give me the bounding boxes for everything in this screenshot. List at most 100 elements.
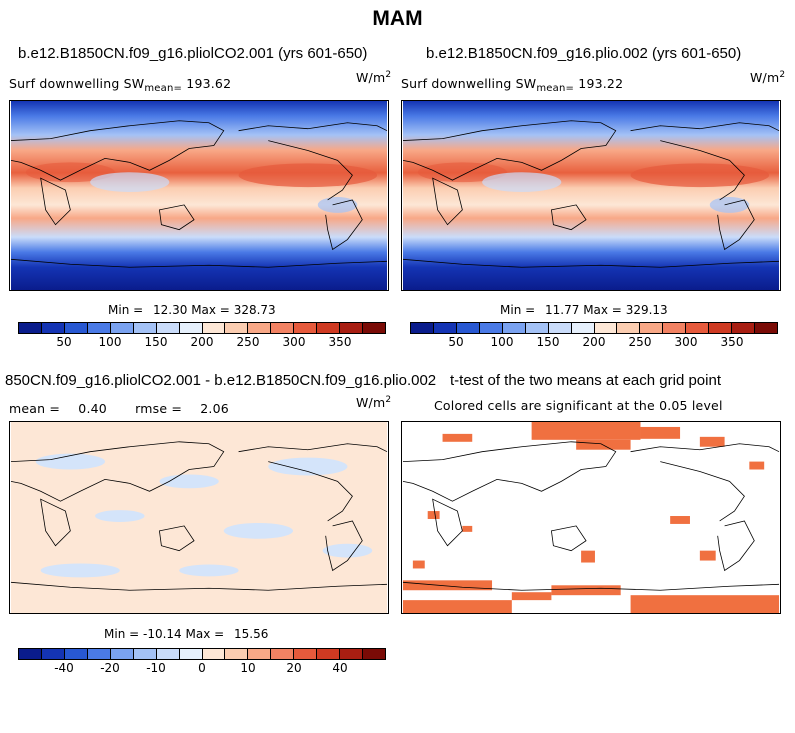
colorbar-swatch: [525, 323, 549, 333]
colorbar-tick-label: 0: [198, 661, 206, 675]
colorbar-tick-label: 50: [448, 335, 464, 349]
panel-1-max-value: 328.73: [233, 303, 276, 317]
colorbar-swatch: [411, 323, 434, 333]
colorbar-tick-label: 40: [332, 661, 348, 675]
colorbar-swatch: [709, 323, 733, 333]
colorbar-swatch: [640, 323, 664, 333]
panel-3-units: W/m2: [356, 395, 391, 410]
panel-3-minmax: Min = -10.14 Max = 15.56: [104, 627, 268, 641]
colorbar-tick-label: 350: [720, 335, 744, 349]
colorbar-swatch: [433, 323, 457, 333]
colorbar-tick-label: -10: [146, 661, 166, 675]
colorbar-swatch: [156, 649, 180, 659]
panel-4-map: [401, 421, 781, 614]
colorbar-tick-label: 150: [536, 335, 560, 349]
colorbar-swatch: [248, 323, 272, 333]
colorbar-swatch: [156, 323, 180, 333]
panel-2-min-label: Min =: [500, 303, 536, 317]
colorbar-tick-label: 350: [328, 335, 352, 349]
panel-1-coastlines: [10, 120, 388, 268]
panel-2-warm-band: [630, 163, 770, 188]
panel-1-units-exp: 2: [385, 70, 392, 80]
panel-3-rmse-value: 2.06: [200, 401, 229, 416]
colorbar-swatch: [64, 323, 88, 333]
colorbar-swatch: [19, 649, 42, 659]
panel-2-max-label: Max =: [583, 303, 622, 317]
colorbar-swatch: [133, 323, 157, 333]
colorbar-tick-label: 300: [674, 335, 698, 349]
panel-3-max-value: 15.56: [234, 627, 269, 641]
colorbar-tick-label: -20: [100, 661, 120, 675]
panel-3-rmse-label: rmse =: [135, 401, 183, 416]
colorbar-swatch: [179, 323, 203, 333]
panel-1-min-value: 12.30: [153, 303, 188, 317]
panel-3-coastlines: [10, 441, 388, 591]
colorbar-swatch: [617, 323, 641, 333]
panel-1-cool-patch: [90, 172, 170, 193]
panel-1-warm-band: [238, 163, 378, 188]
panel-4-title: t-test of the two means at each grid poi…: [450, 372, 721, 389]
colorbar-swatch: [732, 323, 756, 333]
panel-3-units-exp: 2: [385, 395, 392, 405]
colorbar-tick-label: 20: [286, 661, 302, 675]
panel-3-negative-patches: [35, 453, 373, 578]
panel-2-cool-patch: [482, 172, 562, 193]
panel-2-mean-value: 193.22: [578, 76, 624, 91]
colorbar-swatch: [456, 323, 480, 333]
panel-2-title: b.e12.B1850CN.f09_g16.plio.002 (yrs 601-…: [426, 45, 742, 62]
colorbar-tick-label: 50: [56, 335, 72, 349]
colorbar-swatch: [87, 323, 111, 333]
panel-2-minmax: Min = 11.77 Max = 329.13: [500, 303, 668, 317]
panel-3-stats: mean = 0.40 rmse = 2.06: [9, 401, 229, 416]
panel-1-cool-patch-2: [317, 196, 358, 213]
colorbar-swatch: [41, 649, 65, 659]
colorbar-tick-label: -40: [54, 661, 74, 675]
colorbar-tick-label: 10: [240, 661, 256, 675]
colorbar-swatch: [663, 323, 687, 333]
panel-2-colorbar-ticks: 50 100 150 200 250 300 350: [410, 335, 778, 351]
colorbar-swatch: [19, 323, 42, 333]
colorbar-tick-label: 200: [190, 335, 214, 349]
panel-3-units-base: W/m: [356, 395, 386, 411]
panel-4-significant-cells: [402, 422, 780, 613]
panel-1-map: [9, 100, 389, 291]
panel-4-subtitle: Colored cells are significant at the 0.0…: [434, 398, 723, 413]
panel-2-left-label: Surf downwelling SW: [401, 76, 537, 91]
panel-4-map-svg: [402, 422, 780, 613]
panel-3-max-label: Max =: [185, 627, 225, 641]
panel-1-warm-band-west: [25, 162, 115, 183]
figure-title: MAM: [372, 7, 423, 30]
panel-2-units-base: W/m: [750, 70, 780, 86]
panel-2-units-exp: 2: [779, 70, 786, 80]
colorbar-tick-label: 200: [582, 335, 606, 349]
colorbar-swatch: [340, 649, 364, 659]
panel-2-coastlines: [402, 120, 780, 268]
colorbar-tick-label: 250: [236, 335, 260, 349]
panel-2-colorbar: [410, 322, 778, 334]
colorbar-swatch: [594, 323, 618, 333]
panel-4-coastlines: [402, 441, 780, 591]
panel-1-title: b.e12.B1850CN.f09_g16.pliolCO2.001 (yrs …: [18, 45, 368, 62]
colorbar-swatch: [225, 323, 249, 333]
panel-1-min-label: Min =: [108, 303, 144, 317]
colorbar-swatch: [340, 323, 364, 333]
colorbar-swatch: [225, 649, 249, 659]
panel-1-variable-label: Surf downwelling SWmean= 193.62: [9, 76, 231, 94]
colorbar-swatch: [248, 649, 272, 659]
panel-1-mean-prefix: mean=: [144, 83, 183, 94]
panel-3-min-value: -10.14: [143, 627, 182, 641]
colorbar-swatch: [294, 649, 318, 659]
colorbar-swatch: [479, 323, 503, 333]
panel-1-left-label: Surf downwelling SW: [9, 76, 145, 91]
colorbar-tick-label: 100: [98, 335, 122, 349]
panel-3-colorbar: [18, 648, 386, 660]
panel-2-map-svg: [402, 101, 780, 290]
colorbar-swatch: [41, 323, 65, 333]
panel-2-units: W/m2: [750, 70, 785, 85]
panel-1-units: W/m2: [356, 70, 391, 85]
colorbar-swatch: [179, 649, 203, 659]
panel-2-cool-patch-2: [709, 196, 750, 213]
panel-2-mean-prefix: mean=: [536, 83, 575, 94]
panel-3-colorbar-ticks: -40 -20 -10 0 10 20 40: [18, 661, 386, 677]
panel-1-minmax: Min = 12.30 Max = 328.73: [108, 303, 276, 317]
